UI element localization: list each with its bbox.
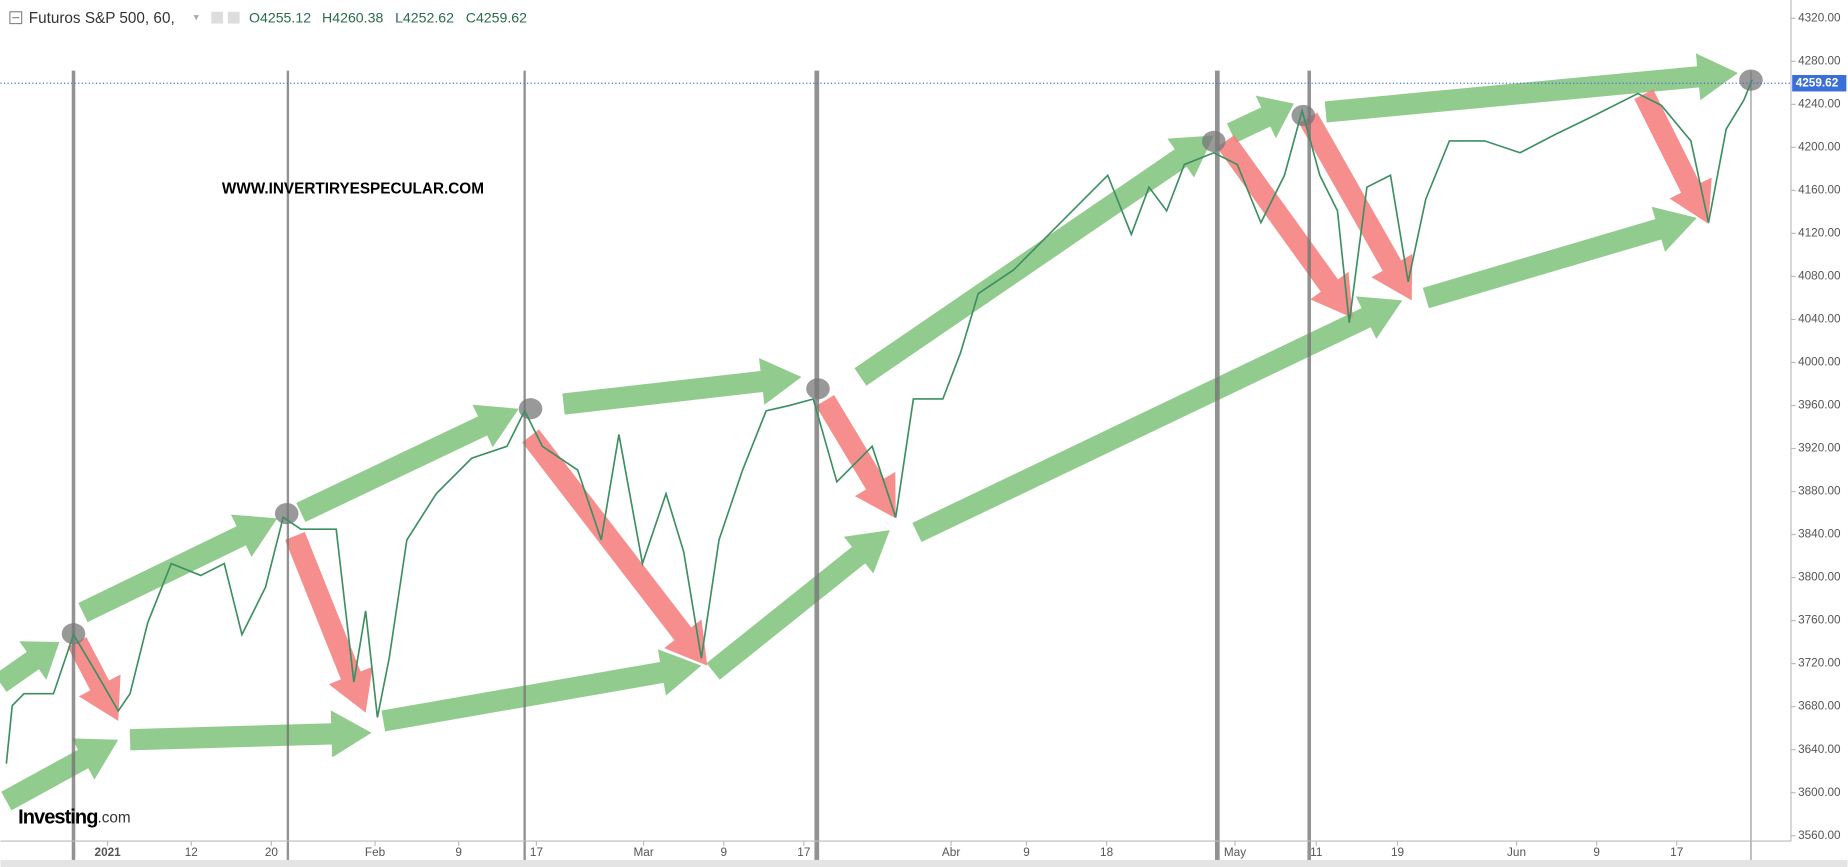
y-tick-label: 4240.00 <box>1798 97 1841 110</box>
brand: Investing.com <box>18 807 131 829</box>
pivot-circle <box>1202 130 1226 152</box>
green-arrow <box>381 649 702 732</box>
price-line <box>5 79 1753 764</box>
x-tick-label: 17 <box>1670 846 1683 859</box>
y-tick-label: 4200.00 <box>1798 140 1841 153</box>
green-arrow <box>562 358 802 415</box>
x-tick-label: 9 <box>1023 846 1030 859</box>
x-tick-label: 17 <box>797 846 810 859</box>
x-tick-label: 2021 <box>95 846 122 859</box>
y-tick-label: 4080.00 <box>1798 270 1841 283</box>
green-arrow <box>296 404 519 522</box>
y-tick-label: 4040.00 <box>1798 313 1841 326</box>
y-tick-label: 3920.00 <box>1798 442 1841 455</box>
x-tick-label: 17 <box>530 846 543 859</box>
x-tick-label: 20 <box>265 846 279 859</box>
brand-suffix: .com <box>98 810 131 827</box>
green-arrow <box>1422 206 1697 309</box>
x-tick-label: 9 <box>1593 846 1600 859</box>
x-tick-label: 11 <box>1310 846 1322 859</box>
dropdown-icon[interactable]: ▾ <box>194 11 200 23</box>
pivot-circle <box>518 398 543 420</box>
y-tick-label: 4000.00 <box>1798 356 1841 369</box>
red-arrow <box>285 532 373 713</box>
x-tick-label: 12 <box>185 846 198 859</box>
ohlc-open: O4255.12 <box>249 10 311 26</box>
green-arrow <box>1324 53 1738 123</box>
ohlc-low: L4252.62 <box>395 10 454 26</box>
y-tick-label: 4160.00 <box>1798 183 1841 196</box>
red-arrow <box>522 429 708 666</box>
icon[interactable] <box>227 11 240 24</box>
green-arrow <box>1226 95 1294 143</box>
x-tick-label: Jun <box>1507 846 1526 859</box>
y-tick-label: 3720.00 <box>1798 657 1841 670</box>
pivot-circle <box>806 378 830 400</box>
x-tick-label: 18 <box>1100 846 1114 859</box>
chart-title: Futuros S&P 500, 60, <box>29 10 175 27</box>
y-tick-label: 3600.00 <box>1798 786 1841 799</box>
y-tick-label: 3960.00 <box>1798 399 1841 412</box>
green-arrow <box>0 641 60 692</box>
x-tick-label: Abr <box>942 846 960 859</box>
y-tick-label: 4320.00 <box>1798 11 1841 24</box>
last-price-tag <box>1792 74 1847 92</box>
red-arrow <box>1634 89 1712 224</box>
y-tick-label: 3680.00 <box>1798 700 1841 713</box>
pivot-circle <box>1739 69 1763 91</box>
last-price-label: 4259.62 <box>1796 76 1839 89</box>
y-tick-label: 3560.00 <box>1798 829 1841 842</box>
scrollbar[interactable] <box>0 859 1848 867</box>
x-tick-label: May <box>1224 846 1246 859</box>
x-tick-label: 9 <box>455 846 462 859</box>
ohlc-high: H4260.38 <box>322 10 383 26</box>
y-tick-label: 3880.00 <box>1798 485 1841 498</box>
annotations <box>0 53 1763 867</box>
x-tick-label: 19 <box>1391 846 1404 859</box>
plot <box>5 79 1753 764</box>
watermark: WWW.INVERTIRYESPECULAR.COM <box>222 181 484 198</box>
red-arrow <box>815 395 896 519</box>
y-tick-label: 4120.00 <box>1798 227 1841 240</box>
y-tick-label: 4280.00 <box>1798 54 1841 67</box>
y-tick-label: 3800.00 <box>1798 571 1841 584</box>
y-tick-label: 3640.00 <box>1798 743 1841 756</box>
ohlc-close: C4259.62 <box>466 10 527 26</box>
y-tick-label: 3840.00 <box>1798 528 1841 541</box>
green-arrow <box>129 710 372 758</box>
icon[interactable] <box>211 11 224 24</box>
collapse-button[interactable] <box>9 11 23 25</box>
green-arrow <box>912 296 1403 543</box>
brand-name: Investing <box>18 807 97 829</box>
y-tick-label: 3760.00 <box>1798 614 1841 627</box>
green-arrow <box>706 530 890 680</box>
x-tick-label: Mar <box>634 846 654 859</box>
red-arrow <box>67 637 121 721</box>
red-arrow <box>1216 135 1353 319</box>
x-tick-label: 9 <box>720 846 727 859</box>
green-arrow <box>1 738 119 811</box>
pivot-circle <box>274 503 299 525</box>
green-arrow <box>78 514 278 623</box>
x-tick-label: Feb <box>365 846 386 859</box>
red-arrow <box>1298 112 1413 301</box>
green-arrow <box>854 135 1214 386</box>
